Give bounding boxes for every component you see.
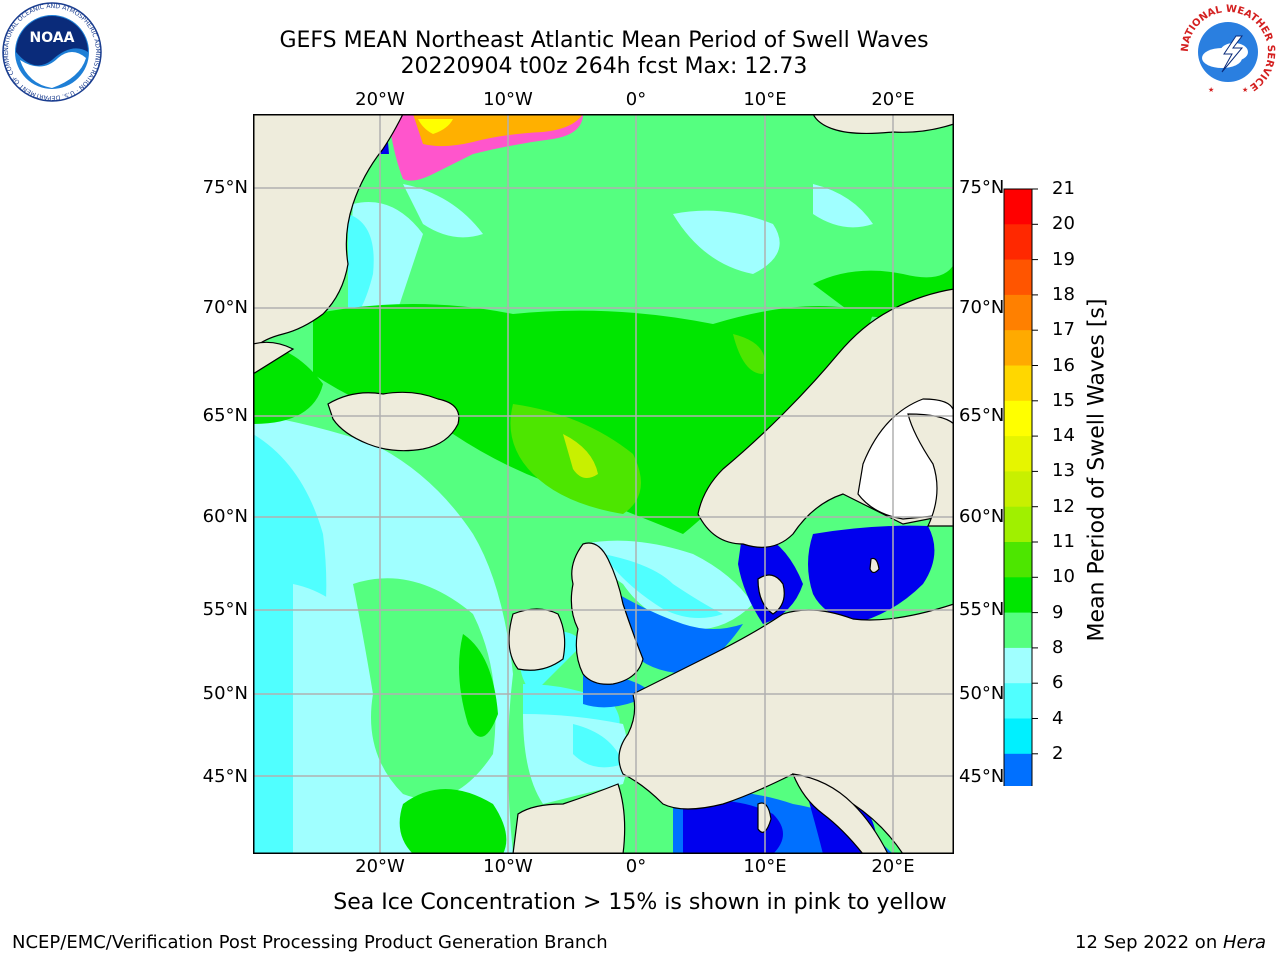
colorbar-segment [1004,647,1032,684]
land-italy [792,773,889,854]
colorbar-segment [1004,330,1032,366]
colorbar-tick-label: 4 [1052,707,1064,729]
land-ireland [508,608,566,671]
colorbar-tick-label: 6 [1052,672,1064,694]
land-great-britain [570,542,644,685]
lat-label-right-65n: 65°N [959,405,1005,426]
colorbar-tick-label: 12 [1052,495,1075,517]
lon-label-bottom-10e: 10°E [743,856,787,877]
colorbar-segment [1004,436,1032,472]
footer-date: 12 Sep 2022 on Hera [1075,932,1266,953]
colorbar-tick-label: 14 [1052,425,1075,447]
lon-label-bottom-20e: 20°E [871,856,915,877]
under-field-baltic [808,525,935,624]
max-period-blob [563,434,598,478]
land-iberia [512,783,626,854]
swell-period-map [253,114,954,854]
land-finland [907,413,954,527]
lat-label-left-60n: 60°N [202,506,248,527]
colorbar-segment [1004,718,1032,755]
lon-label-bottom-0: 0° [625,856,647,877]
noaa-logo-text: NOAA [30,30,75,46]
colorbar-label: Mean Period of Swell Waves [s] [1084,298,1110,642]
svg-text:★: ★ [1208,86,1214,94]
colorbar-segment [1004,753,1032,786]
lat-label-right-50n: 50°N [959,683,1005,704]
noaa-logo: NATIONAL OCEANIC AND ATMOSPHERIC ADMINIS… [2,2,102,102]
colorbar-tick-label: 19 [1052,248,1075,270]
land-svalbard [812,114,954,135]
colorbar-segment [1004,577,1032,614]
colorbar-segment [1004,471,1032,508]
lat-label-left-65n: 65°N [202,405,248,426]
lat-label-right-75n: 75°N [959,177,1005,198]
colorbar-tick-label: 9 [1052,601,1064,623]
lat-label-left-50n: 50°N [202,683,248,704]
lat-label-right-60n: 60°N [959,506,1005,527]
colorbar-tick-label: 15 [1052,389,1075,411]
lat-label-left-45n: 45°N [202,766,248,787]
colorbar-tick-label: 13 [1052,460,1075,482]
colorbar-segment [1004,542,1032,578]
colorbar-segment [1004,259,1032,296]
colorbar-segment [1004,365,1032,402]
lon-label-top-10w: 10°W [483,89,533,110]
footer-host: Hera [1222,932,1266,953]
land-greenland [253,114,404,350]
lat-label-left-70n: 70°N [202,297,248,318]
colorbar-tick-label: 10 [1052,566,1075,588]
colorbar-tick-label: 2 [1052,742,1064,764]
colorbar-outline [1003,188,1033,786]
land-iceland [327,391,460,452]
lat-label-right-45n: 45°N [959,766,1005,787]
colorbar-segment [1004,683,1032,719]
lon-label-bottom-20w: 20°W [355,856,405,877]
sea-ice-orange [413,114,583,147]
svg-text:★: ★ [1242,86,1248,94]
lat-label-right-55n: 55°N [959,599,1005,620]
nws-logo: NATIONAL WEATHER SERVICE ★ ★ [1180,4,1276,100]
map-frame [253,114,954,854]
colorbar-segment [1004,506,1032,543]
colorbar-segment [1004,400,1032,437]
lon-label-top-20e: 20°E [871,89,915,110]
lon-label-top-0: 0° [625,89,647,110]
colorbar-tick-label: 16 [1052,354,1075,376]
footer-branch: NCEP/EMC/Verification Post Processing Pr… [12,932,608,953]
cyan-field-west [253,434,327,854]
colorbar-segment [1004,612,1032,649]
colorbar-tick-label: 18 [1052,283,1075,305]
footer-date-text: 12 Sep 2022 on [1075,932,1223,953]
colorbar-segment [1004,189,1032,225]
lon-label-bottom-10w: 10°W [483,856,533,877]
land-gotland [869,557,880,574]
lat-label-right-70n: 70°N [959,297,1005,318]
colorbar-segment [1004,294,1032,331]
lon-label-top-20w: 20°W [355,89,405,110]
sea-ice-note: Sea Ice Concentration > 15% is shown in … [333,890,947,915]
sea-ice-yellow [418,119,453,134]
lon-label-top-10e: 10°E [743,89,787,110]
colorbar-tick-label: 8 [1052,636,1064,658]
colorbar-segment [1004,224,1032,261]
colorbar-tick-label: 11 [1052,531,1075,552]
lat-label-left-75n: 75°N [202,177,248,198]
lat-label-left-55n: 55°N [202,599,248,620]
graticule [253,114,954,854]
colorbar-tick-label: 17 [1052,319,1075,341]
colorbar [1003,188,1038,786]
map-title: GEFS MEAN Northeast Atlantic Mean Period… [279,28,929,53]
colorbar-tick-label: 21 [1052,178,1075,199]
map-subtitle: 20220904 t00z 264h fcst Max: 12.73 [400,54,808,79]
colorbar-tick-label: 20 [1052,213,1075,235]
